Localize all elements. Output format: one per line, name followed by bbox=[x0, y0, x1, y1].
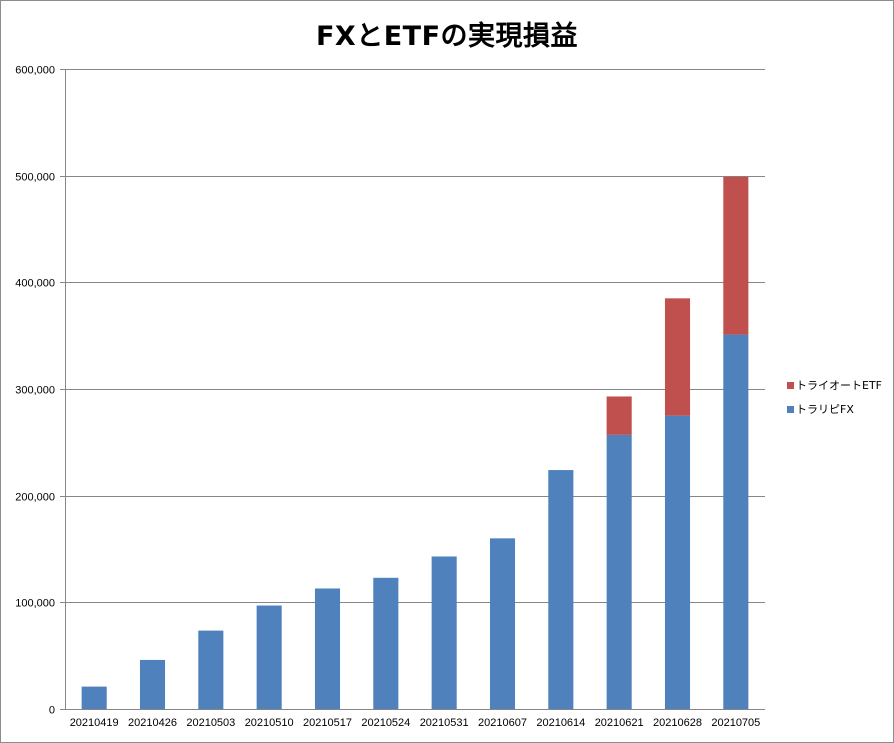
legend: トライオートETF トラリピFX bbox=[787, 379, 882, 416]
y-tick-label: 300,000 bbox=[15, 385, 55, 397]
bar-segment bbox=[664, 415, 691, 709]
x-tick-label: 20210705 bbox=[711, 717, 760, 729]
y-tick-label: 400,000 bbox=[15, 278, 55, 290]
chart-title: FXとETFの実現損益 bbox=[315, 21, 579, 52]
bar-segment bbox=[256, 605, 282, 709]
bar-segment bbox=[314, 588, 341, 709]
x-tick-label: 20210419 bbox=[70, 717, 119, 729]
y-tick-label: 600,000 bbox=[15, 65, 55, 77]
x-tick-label: 20210524 bbox=[361, 717, 410, 729]
bar-segment bbox=[606, 434, 632, 709]
x-tick-label: 20210426 bbox=[128, 717, 177, 729]
x-tick-label: 20210621 bbox=[595, 717, 644, 729]
x-tick-label: 20210607 bbox=[478, 717, 527, 729]
x-tick-label: 20210503 bbox=[186, 717, 235, 729]
bar-segment bbox=[664, 298, 691, 416]
bar-segment bbox=[548, 470, 574, 709]
x-tick-label: 20210510 bbox=[245, 717, 294, 729]
y-tick-label: 200,000 bbox=[15, 492, 55, 504]
y-tick-label: 500,000 bbox=[15, 172, 55, 184]
bar-segment bbox=[81, 686, 107, 709]
x-tick-label: 20210614 bbox=[536, 717, 585, 729]
y-tick-label: 100,000 bbox=[15, 598, 55, 610]
x-tick-label: 20210517 bbox=[303, 717, 352, 729]
legend-swatch bbox=[787, 382, 794, 389]
bars bbox=[81, 176, 749, 709]
x-tick-label: 20210531 bbox=[420, 717, 469, 729]
axes: 0 100,000 200,000 300,000 400,000 500,000 600,… bbox=[15, 65, 765, 729]
legend-label: トライオートETF bbox=[796, 379, 882, 392]
bar-segment bbox=[723, 334, 749, 709]
bar-segment bbox=[431, 556, 457, 709]
bar-segment bbox=[723, 176, 749, 335]
y-tick-label: 0 bbox=[49, 705, 55, 717]
gridlines bbox=[65, 69, 765, 603]
bar-segment bbox=[489, 538, 516, 709]
legend-label: トラリピFX bbox=[796, 403, 854, 416]
bar-segment bbox=[606, 396, 632, 435]
legend-swatch bbox=[787, 406, 794, 413]
bar-segment bbox=[198, 630, 224, 709]
bar-segment bbox=[139, 659, 166, 709]
bar-segment bbox=[373, 577, 399, 709]
x-tick-label: 20210628 bbox=[653, 717, 702, 729]
